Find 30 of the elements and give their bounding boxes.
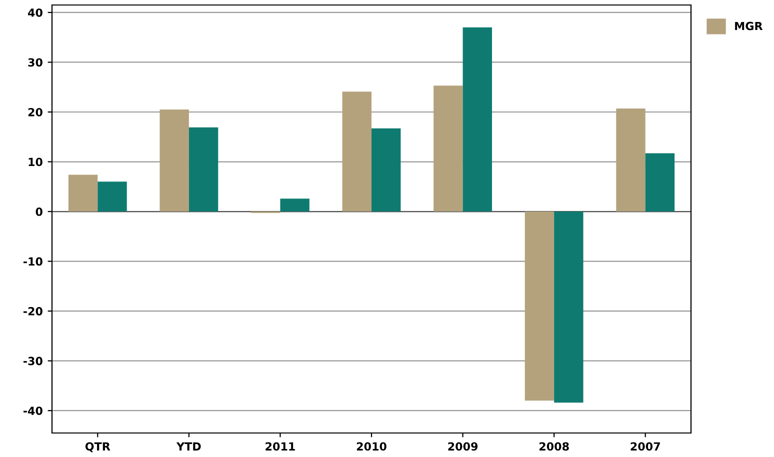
y-tick-label: 0 bbox=[36, 208, 42, 216]
x-tick-label: 2009 bbox=[448, 442, 478, 451]
bar bbox=[524, 212, 554, 401]
x-tick-label: YTD bbox=[176, 442, 201, 450]
y-tick-label: 30 bbox=[28, 58, 42, 67]
bar bbox=[98, 182, 127, 212]
y-tick-label: 20 bbox=[28, 108, 42, 116]
bar bbox=[616, 108, 646, 212]
y-tick-label: -10 bbox=[24, 257, 42, 266]
y-tick-label: -30 bbox=[24, 356, 42, 366]
legend-label: MGR bbox=[735, 22, 763, 30]
bar bbox=[372, 128, 401, 212]
bar bbox=[462, 27, 492, 212]
bar bbox=[68, 174, 98, 212]
x-tick-label: 2011 bbox=[266, 442, 295, 451]
bar bbox=[188, 127, 218, 212]
bar bbox=[280, 198, 310, 212]
bar bbox=[160, 110, 189, 212]
y-tick-label: -40 bbox=[24, 406, 42, 415]
bar bbox=[554, 212, 584, 403]
y-tick-label: 40 bbox=[28, 8, 42, 17]
x-tick-label: QTR bbox=[85, 442, 110, 452]
bar bbox=[434, 86, 463, 212]
x-tick-label: 2008 bbox=[539, 442, 569, 451]
bar bbox=[645, 153, 675, 212]
y-tick-label: -20 bbox=[24, 307, 42, 316]
y-tick-label: 10 bbox=[28, 158, 42, 166]
x-tick-label: 2010 bbox=[356, 442, 386, 451]
x-tick-label: 2007 bbox=[630, 442, 660, 451]
bar bbox=[342, 92, 372, 212]
